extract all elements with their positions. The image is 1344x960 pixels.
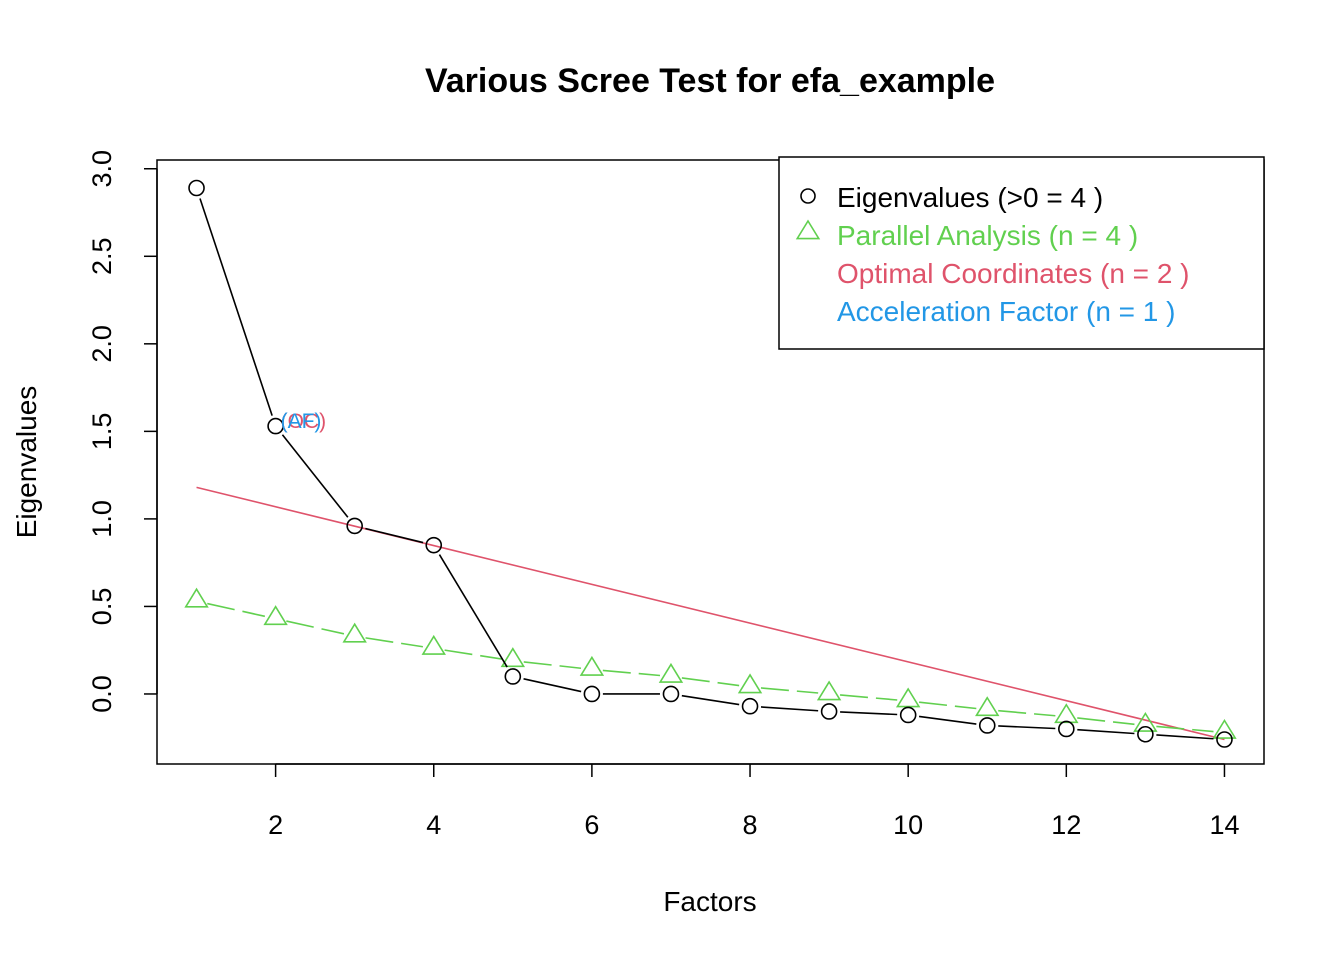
legend: Eigenvalues (>0 = 4 ) Parallel Analysis (… [778, 156, 1265, 350]
series-segment [602, 669, 661, 677]
x-tick-label: 4 [426, 810, 441, 840]
legend-entry-label: Optimal Coordinates (n = 2 ) [837, 258, 1190, 289]
series-segment [365, 637, 424, 648]
parallel-analysis-point [737, 673, 763, 694]
eigenvalue-point [504, 668, 522, 685]
eigenvalue-point [662, 685, 680, 703]
series-segment [199, 198, 273, 416]
eigenvalue-point [978, 717, 996, 734]
series-segment [444, 649, 503, 660]
optimal-coordinates-line [196, 486, 1225, 741]
series-segment [286, 620, 345, 635]
y-tick-label: 2.5 [87, 238, 117, 276]
parallel-analysis-point [895, 687, 921, 708]
parallel-analysis-point [579, 655, 605, 676]
annotation-label: (OC) [281, 410, 327, 433]
y-tick-label: 1.5 [87, 413, 117, 451]
y-tick-label: 0.5 [87, 588, 117, 626]
series-segment [839, 694, 898, 701]
x-tick-label: 10 [893, 810, 923, 840]
parallel-analysis-point [658, 662, 684, 683]
parallel-analysis-point [184, 587, 209, 608]
y-tick-label: 0.0 [87, 675, 117, 713]
parallel-analysis-point [263, 605, 288, 626]
series-segment [207, 602, 266, 618]
eigenvalue-point [346, 517, 363, 535]
x-tick-label: 14 [1209, 810, 1239, 840]
series-segment [1156, 734, 1214, 740]
x-tick-label: 8 [743, 810, 758, 840]
series-segment [281, 434, 349, 518]
y-tick-label: 2.0 [87, 325, 117, 363]
legend-entry-label: Acceleration Factor (n = 1 ) [837, 296, 1175, 327]
y-axis-label: Eigenvalues [11, 386, 42, 539]
legend-entry-label: Eigenvalues (>0 = 4 ) [837, 182, 1103, 213]
parallel-analysis-point [975, 696, 1000, 717]
x-tick-label: 2 [268, 810, 283, 840]
parallel-analysis-point [342, 622, 367, 643]
eigenvalue-point [267, 417, 284, 435]
parallel-analysis-point [1054, 703, 1079, 724]
eigenvalue-point [583, 685, 601, 703]
legend-circle-marker [800, 188, 816, 204]
chart-title: Various Scree Test for efa_example [425, 62, 995, 100]
legend-triangle-marker [795, 219, 821, 240]
eigenvalues-line [199, 198, 1214, 740]
series-segment [760, 706, 819, 712]
series-segment [760, 687, 819, 694]
annotation-label: (AF) [281, 410, 322, 433]
legend-box [778, 156, 1265, 350]
eigenvalue-point [741, 697, 759, 715]
x-tick-label: 12 [1051, 810, 1081, 840]
legend-entry-label: Parallel Analysis (n = 4 ) [837, 220, 1138, 251]
series-layer: (OC)(AF) [184, 179, 1237, 748]
y-tick-label: 3.0 [87, 150, 117, 188]
series-segment [919, 701, 977, 710]
eigenvalue-point [1058, 720, 1075, 738]
x-tick-label: 6 [584, 810, 599, 840]
y-axis: 0.0 0.5 1.0 1.5 2.0 2.5 3.0 [87, 150, 158, 713]
series-segment [1156, 725, 1214, 733]
eigenvalue-point [899, 706, 917, 724]
x-axis-label: Factors [663, 886, 756, 917]
series-segment [523, 678, 582, 693]
parallel-analysis-point [1133, 711, 1158, 732]
x-axis: 2 4 6 8 10 12 14 [268, 763, 1239, 840]
series-segment [365, 527, 424, 544]
eigenvalue-point [1216, 731, 1233, 748]
parallel-analysis-point [421, 634, 446, 655]
series-segment [438, 554, 508, 668]
eigenvalue-point [425, 536, 443, 554]
y-tick-label: 1.0 [87, 500, 117, 538]
parallel-analysis-point [500, 647, 526, 668]
eigenvalue-point [1137, 725, 1154, 743]
series-segment [1077, 728, 1135, 735]
parallel-analysis-line [207, 602, 1214, 733]
series-segment [523, 661, 582, 670]
series-segment [1077, 717, 1135, 726]
eigenvalue-point [188, 179, 205, 197]
series-segment [998, 725, 1056, 730]
series-segment [998, 709, 1056, 717]
series-segment [918, 715, 977, 725]
parallel-analysis-point [1212, 718, 1237, 739]
series-segment [840, 711, 898, 716]
parallel-analysis-point [816, 680, 842, 701]
series-segment [681, 694, 740, 706]
eigenvalue-point [820, 703, 838, 720]
series-segment [681, 677, 740, 687]
